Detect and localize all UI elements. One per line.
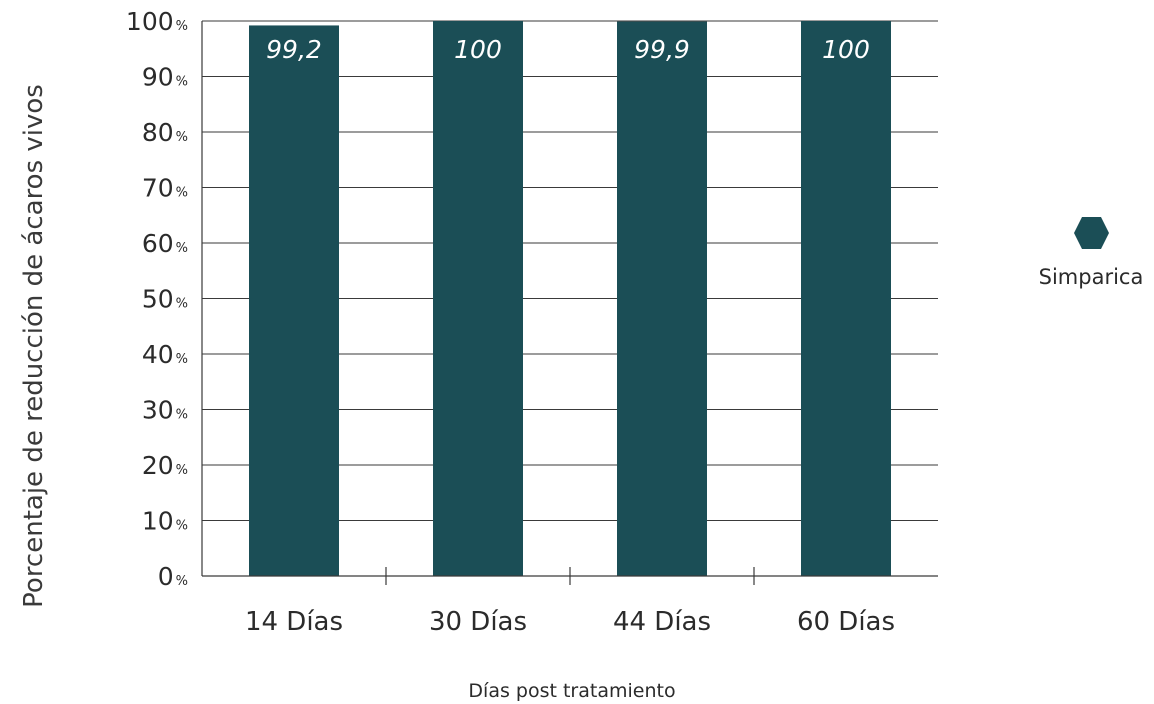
y-tick-label: 10% — [142, 507, 188, 536]
y-axis-ticks: 0 % 10 % 20 % 30 % 40 % 50 % 60 % 70 % 80 % 90 % 100% — [126, 7, 188, 591]
y-tick-label: 100% — [126, 7, 188, 36]
x-tick-label: 60 Días — [797, 607, 895, 637]
bar — [433, 21, 523, 576]
bar-value-label: 100 — [454, 35, 502, 64]
y-tick-label: 60% — [142, 229, 188, 258]
bar — [617, 21, 707, 577]
x-tick-label: 30 Días — [429, 607, 527, 637]
bar-value-label: 100 — [822, 35, 870, 64]
bar — [249, 25, 339, 576]
x-axis-ticks: 14 Días 30 Días 44 Días 60 Días — [245, 567, 895, 637]
y-tick-label: 20% — [142, 451, 188, 480]
bar-value-label: 99,9 — [634, 35, 690, 64]
y-tick-label: 50% — [142, 285, 188, 314]
y-tick-label: 80% — [142, 118, 188, 147]
bars — [249, 21, 891, 577]
y-tick-label: 30% — [142, 396, 188, 425]
y-axis-title: Porcentaje de reducción de ácaros vivos — [19, 84, 49, 608]
y-tick-label: 0% — [158, 562, 188, 591]
bar-value-labels: 99,2 100 99,9 100 — [266, 35, 870, 64]
bar-value-label: 99,2 — [266, 35, 322, 64]
y-tick-label: 70% — [142, 174, 188, 203]
legend-marker-hexagon-icon — [1074, 217, 1109, 249]
y-tick-label: 40% — [142, 340, 188, 369]
y-tick-label: 90% — [142, 63, 188, 92]
x-axis-title: Días post tratamiento — [468, 680, 675, 702]
x-tick-label: 44 Días — [613, 607, 711, 637]
legend: Simparica — [1039, 217, 1144, 289]
bar — [801, 21, 891, 576]
x-tick-label: 14 Días — [245, 607, 343, 637]
legend-label: Simparica — [1039, 265, 1144, 289]
